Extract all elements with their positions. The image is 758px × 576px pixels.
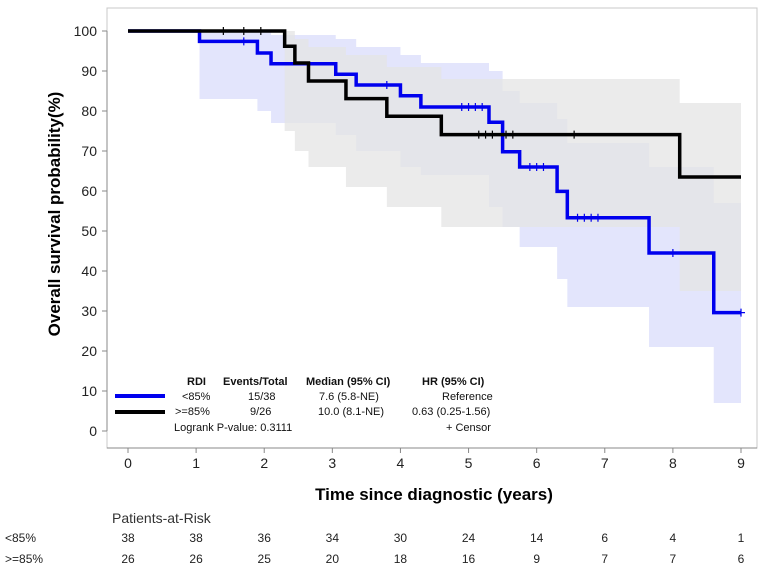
risk-value-ge85-9: 6 [738, 552, 745, 566]
legend-row-ge85-rdi: >=85% [175, 406, 210, 418]
y-tick-label-70: 70 [81, 143, 97, 159]
censor-mark-ge85-5 [488, 130, 497, 139]
censor-mark-lt85-14 [737, 308, 745, 317]
x-tick-label-5: 5 [465, 455, 473, 471]
censor-marks [219, 27, 745, 317]
x-tick-label-2: 2 [260, 455, 268, 471]
censor-mark-lt85-13 [668, 249, 677, 257]
survival-curve-lt85 [128, 29, 741, 315]
risk-value-ge85-0: 26 [121, 552, 135, 566]
survival-curve-ge85 [128, 29, 741, 179]
censor-mark-ge85-0 [219, 27, 228, 35]
censor-mark-lt85-12 [593, 213, 602, 222]
risk-value-ge85-6: 9 [533, 552, 540, 566]
risk-value-ge85-4: 18 [394, 552, 408, 566]
censor-mark-lt85-3 [464, 103, 473, 111]
x-tick-label-6: 6 [533, 455, 541, 471]
risk-row-label-lt85: <85% [5, 531, 36, 545]
legend-row-ge85-hr: 0.63 (0.25-1.56) [412, 406, 490, 418]
y-axis: 0 10 20 30 40 50 60 70 80 90 100 [74, 23, 108, 439]
y-tick-label-100: 100 [74, 23, 98, 39]
legend-header-hr: HR (95% CI) [422, 376, 485, 388]
censor-mark-lt85-7 [532, 163, 541, 171]
censor-mark-lt85-9 [573, 213, 582, 222]
legend-row-ge85-events: 9/26 [250, 406, 271, 418]
censor-mark-lt85-4 [471, 103, 480, 111]
x-tick-label-4: 4 [397, 455, 405, 471]
y-tick-label-80: 80 [81, 103, 97, 119]
risk-value-ge85-8: 7 [670, 552, 677, 566]
y-axis-title: Overall survival probability(%) [45, 92, 64, 337]
y-tick-label-60: 60 [81, 183, 97, 199]
legend-row-lt85-events: 15/38 [248, 391, 276, 403]
x-tick-label-1: 1 [192, 455, 200, 471]
censor-mark-lt85-8 [539, 163, 548, 171]
legend-row-ge85-median: 10.0 (8.1-NE) [318, 406, 384, 418]
risk-value-lt85-2: 36 [258, 531, 272, 545]
legend-row-lt85-median: 7.6 (5.8-NE) [319, 391, 379, 403]
ci-band-ge85 [128, 31, 741, 291]
risk-table-title: Patients-at-Risk [112, 510, 212, 526]
censor-mark-lt85-0 [239, 37, 248, 46]
y-tick-label-50: 50 [81, 223, 97, 239]
censor-mark-lt85-2 [457, 103, 466, 111]
censor-mark-ge85-1 [239, 27, 248, 35]
risk-value-ge85-7: 7 [601, 552, 608, 566]
censor-mark-ge85-8 [570, 130, 579, 139]
x-tick-label-0: 0 [124, 455, 132, 471]
censor-mark-lt85-1 [382, 81, 391, 89]
legend-header-events: Events/Total [223, 376, 288, 388]
y-tick-label-0: 0 [89, 423, 97, 439]
y-tick-label-20: 20 [81, 343, 97, 359]
risk-value-ge85-2: 25 [258, 552, 272, 566]
censor-mark-ge85-4 [481, 130, 490, 139]
x-axis-title: Time since diagnostic (years) [315, 485, 553, 504]
censor-mark-lt85-5 [478, 103, 487, 111]
censor-mark-ge85-2 [256, 27, 265, 35]
legend-row-lt85-hr: Reference [442, 391, 493, 403]
risk-value-lt85-4: 30 [394, 531, 408, 545]
logrank-pvalue: Logrank P-value: 0.3111 [174, 422, 292, 434]
censor-mark-lt85-10 [580, 213, 589, 222]
risk-value-lt85-6: 14 [530, 531, 544, 545]
censor-mark-ge85-7 [508, 130, 517, 139]
y-tick-label-30: 30 [81, 303, 97, 319]
risk-value-lt85-3: 34 [326, 531, 340, 545]
censor-mark-lt85-6 [525, 163, 534, 171]
x-tick-label-8: 8 [669, 455, 677, 471]
risk-table: <85% 38 38 36 34 30 24 14 6 4 1 >=85% 26 26 25 20 18 16 9 7… [5, 531, 745, 566]
y-tick-label-40: 40 [81, 263, 97, 279]
legend: RDI Events/Total Median (95% CI) HR (95%… [115, 376, 493, 434]
legend-header-median: Median (95% CI) [306, 376, 391, 388]
censor-mark-ge85-3 [474, 130, 483, 139]
x-tick-label-7: 7 [601, 455, 609, 471]
censor-mark-lt85-11 [587, 213, 596, 222]
risk-row-label-ge85: >=85% [5, 552, 43, 566]
legend-row-lt85-rdi: <85% [182, 391, 211, 403]
x-tick-label-3: 3 [328, 455, 336, 471]
risk-value-ge85-5: 16 [462, 552, 476, 566]
censor-mark-ge85-6 [502, 130, 511, 139]
y-tick-label-10: 10 [81, 383, 97, 399]
risk-value-lt85-0: 38 [121, 531, 135, 545]
censor-legend: + Censor [446, 422, 491, 434]
risk-value-lt85-5: 24 [462, 531, 476, 545]
risk-value-lt85-1: 38 [189, 531, 203, 545]
x-axis: 0 1 2 3 4 5 6 7 8 9 [107, 447, 757, 471]
risk-value-lt85-8: 4 [670, 531, 677, 545]
risk-value-lt85-9: 1 [738, 531, 745, 545]
x-tick-label-9: 9 [737, 455, 745, 471]
legend-header-rdi: RDI [187, 376, 206, 388]
risk-value-ge85-1: 26 [189, 552, 203, 566]
risk-value-ge85-3: 20 [326, 552, 340, 566]
survival-curves [128, 29, 741, 315]
risk-value-lt85-7: 6 [601, 531, 608, 545]
y-tick-label-90: 90 [81, 63, 97, 79]
